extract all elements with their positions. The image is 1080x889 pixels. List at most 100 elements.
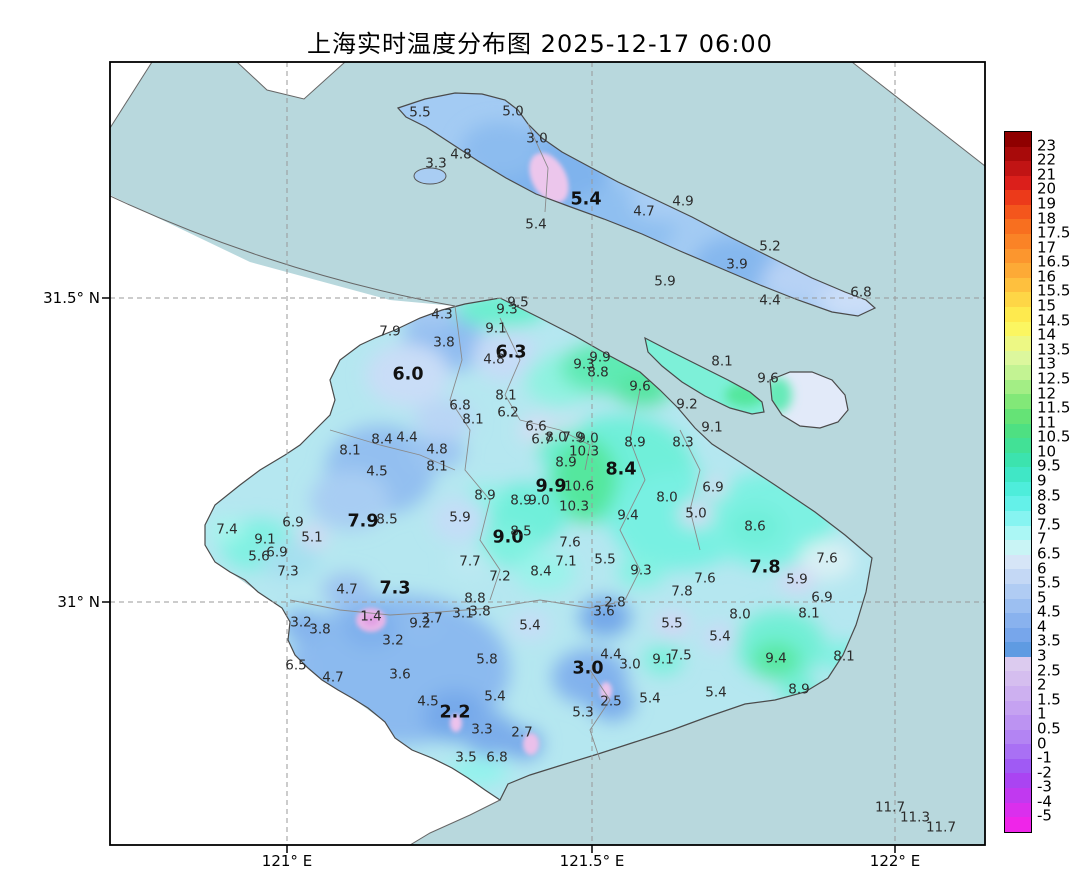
colorbar-segment [1005, 132, 1031, 147]
colorbar-tick-label: 15 [1037, 296, 1057, 315]
shanghai-mainland-fill [205, 298, 872, 800]
colorbar-tick-label: 14.5 [1037, 311, 1071, 330]
y-tick-label: 31.5° N [43, 289, 100, 307]
colorbar-tick-label: 22 [1037, 150, 1057, 169]
colorbar-tick-label: 14 [1037, 325, 1057, 344]
colorbar-segment [1005, 525, 1031, 541]
colorbar-segment [1005, 729, 1031, 745]
colorbar-segment [1005, 423, 1031, 439]
colorbar-segment [1005, 219, 1031, 235]
colorbar-segment [1005, 452, 1031, 468]
colorbar-segment [1005, 467, 1031, 482]
x-tick-label: 121.5° E [559, 852, 625, 870]
colorbar-tick-label: -2 [1037, 763, 1052, 782]
colorbar-segment [1005, 656, 1031, 672]
x-tick-label: 122° E [869, 852, 921, 870]
colorbar-segment [1005, 204, 1031, 220]
colorbar-segment [1005, 496, 1031, 512]
colorbar-tick-label: 12 [1037, 384, 1057, 402]
colorbar-tick-label: 5.5 [1037, 573, 1061, 592]
colorbar-tick-label: 12.5 [1037, 369, 1071, 388]
gridlines [110, 62, 985, 845]
colorbar-tick-label: 16 [1037, 267, 1057, 286]
colorbar-tick-label: 6.5 [1037, 544, 1061, 563]
colorbar-segment [1005, 263, 1031, 278]
colorbar-tick-label: -3 [1037, 777, 1052, 796]
colorbar-segment [1005, 744, 1031, 759]
colorbar-segment [1005, 642, 1031, 657]
colorbar-tick-label: 7.5 [1037, 515, 1061, 534]
colorbar-tick-label: 13.5 [1037, 340, 1071, 359]
colorbar-tick-label: 0.5 [1037, 719, 1061, 738]
colorbar-segment [1005, 569, 1031, 584]
colorbar-segment [1005, 408, 1031, 424]
colorbar-tick-label: -1 [1037, 748, 1052, 767]
colorbar-segment [1005, 627, 1031, 643]
colorbar-tick-label: 3 [1037, 646, 1047, 665]
plot-frame [109, 61, 986, 846]
axis-ticks [102, 297, 896, 853]
colorbar-tick-label: 2 [1037, 675, 1047, 694]
colorbar-tick-label: 15.5 [1037, 281, 1071, 300]
colorbar-segment [1005, 511, 1031, 526]
colorbar-segment [1005, 817, 1031, 832]
small-islet [413, 167, 447, 185]
colorbar-tick-label: 20 [1037, 179, 1057, 198]
colorbar-segment [1005, 277, 1031, 293]
colorbar-segment [1005, 292, 1031, 307]
colorbar-tick-label: 2.5 [1037, 661, 1061, 680]
colorbar-tick-label: 1.5 [1037, 690, 1061, 709]
colorbar-tick-label: 11 [1037, 413, 1057, 432]
colorbar-segment [1005, 758, 1031, 774]
colorbar-labels: 23 22 21 20 19 18 17.5 17 16.5 16 15.5 15 14.5 14 13.5… [1037, 131, 1080, 831]
colorbar-tick-label: 19 [1037, 194, 1057, 213]
colorbar-segment [1005, 248, 1031, 264]
colorbar-tick-label: 10.5 [1037, 427, 1071, 446]
colorbar-tick-label: 11.5 [1037, 398, 1071, 417]
colorbar-tick-label: 5 [1037, 588, 1047, 607]
colorbar-segment [1005, 350, 1031, 366]
colorbar-segment [1005, 234, 1031, 249]
jiangsu-zhejiang-land [110, 195, 500, 845]
colorbar-segment [1005, 365, 1031, 380]
colorbar-segment [1005, 175, 1031, 191]
colorbar-segment [1005, 190, 1031, 205]
colorbar-tick-label: 18 [1037, 209, 1057, 227]
colorbar-tick-label: 13 [1037, 354, 1057, 373]
colorbar-segment [1005, 540, 1031, 555]
colorbar-tick-label: 9.5 [1037, 456, 1061, 475]
colorbar-segment [1005, 481, 1031, 497]
province-water-borders [110, 62, 985, 845]
colorbar-tick-label: 0 [1037, 734, 1047, 752]
colorbar-tick-label: 1 [1037, 704, 1047, 723]
colorbar-segment [1005, 554, 1031, 570]
page-title: 上海实时温度分布图 2025-12-17 06:00 [307, 30, 773, 58]
colorbar-segment [1005, 161, 1031, 176]
colorbar-tick-label: 4.5 [1037, 602, 1061, 621]
colorbar-segment [1005, 773, 1031, 789]
colorbar-segment [1005, 583, 1031, 599]
colorbar-tick-label: 7 [1037, 529, 1047, 548]
colorbar-segment [1005, 613, 1031, 628]
colorbar-segment [1005, 802, 1031, 818]
colorbar-tick-label: 16.5 [1037, 252, 1071, 271]
colorbar-segment [1005, 700, 1031, 716]
colorbar-tick-label: 23 [1037, 136, 1057, 155]
colorbar-tick-label: -5 [1037, 806, 1052, 825]
colorbar [1004, 131, 1032, 833]
colorbar-tick-label: 6 [1037, 559, 1047, 577]
colorbar-tick-label: 3.5 [1037, 631, 1061, 650]
colorbar-segment [1005, 394, 1031, 409]
y-tick-label: 31° N [57, 593, 100, 611]
colorbar-tick-label: 17.5 [1037, 223, 1071, 242]
colorbar-tick-label: 10 [1037, 442, 1057, 461]
colorbar-segment [1005, 306, 1031, 322]
x-tick-label: 121° E [261, 852, 313, 870]
colorbar-segment [1005, 379, 1031, 395]
chongming-pink-spot [529, 152, 569, 204]
colorbar-tick-label: 8.5 [1037, 486, 1061, 505]
colorbar-tick-label: -4 [1037, 792, 1052, 811]
colorbar-segment [1005, 321, 1031, 337]
